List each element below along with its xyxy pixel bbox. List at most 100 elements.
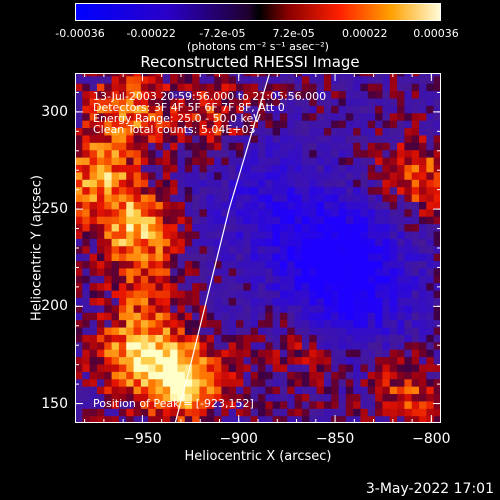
heatmap-cell — [133, 75, 142, 84]
heatmap-cell — [162, 179, 171, 188]
heatmap-cell — [75, 260, 83, 269]
heatmap-cell — [338, 238, 347, 247]
heatmap-cell — [170, 193, 179, 202]
heatmap-cell — [228, 120, 237, 129]
heatmap-cell — [192, 408, 201, 417]
heatmap-cell — [419, 415, 427, 423]
y-tick-label: 200 — [41, 298, 68, 315]
heatmap-cell — [338, 223, 347, 232]
heatmap-cell — [389, 75, 398, 84]
heatmap-cell — [265, 120, 274, 129]
heatmap-cell — [155, 134, 164, 143]
heatmap-cell — [367, 230, 376, 239]
heatmap-cell — [265, 230, 274, 239]
heatmap-cell — [118, 393, 127, 402]
heatmap-cell — [323, 73, 332, 77]
heatmap-cell — [214, 400, 222, 409]
heatmap-cell — [301, 326, 310, 335]
heatmap-cell — [148, 319, 157, 328]
heatmap-cell — [345, 112, 354, 121]
heatmap-cell — [243, 75, 252, 84]
heatmap-cell — [279, 312, 288, 321]
heatmap-cell — [316, 319, 325, 328]
heatmap-cell — [294, 297, 303, 306]
heatmap-cell — [96, 149, 105, 158]
heatmap-cell — [214, 341, 222, 350]
heatmap-cell — [411, 90, 420, 99]
heatmap-cell — [389, 134, 398, 143]
heatmap-cell — [404, 120, 413, 129]
heatmap-cell — [199, 253, 208, 262]
heatmap-cell — [272, 245, 281, 254]
heatmap-cell — [301, 216, 310, 225]
heatmap-cell — [148, 193, 157, 202]
heatmap-cell — [148, 238, 157, 247]
heatmap-cell — [287, 326, 296, 335]
heatmap-cell — [279, 90, 288, 99]
heatmap-cell — [118, 142, 127, 151]
heatmap-cell — [155, 260, 164, 269]
heatmap-cell — [111, 216, 120, 225]
heatmap-cell — [133, 304, 142, 313]
heatmap-cell — [96, 326, 105, 335]
heatmap-cell — [301, 193, 310, 202]
heatmap-cell — [323, 297, 332, 306]
heatmap-cell — [228, 149, 237, 158]
heatmap-cell — [397, 297, 405, 306]
heatmap-cell — [338, 275, 347, 284]
x-tick-label: −950 — [123, 431, 162, 447]
heatmap-cell — [375, 282, 384, 291]
heatmap-cell — [258, 186, 266, 195]
heatmap-cell — [331, 90, 340, 99]
heatmap-cell — [404, 164, 413, 173]
heatmap-cell — [367, 312, 376, 321]
heatmap-cell — [177, 312, 186, 321]
heatmap-cell — [192, 193, 201, 202]
heatmap-cell — [228, 73, 237, 77]
heatmap-cell — [426, 157, 435, 165]
heatmap-cell — [133, 312, 142, 321]
heatmap-cell — [345, 216, 354, 225]
heatmap-cell — [89, 275, 98, 284]
heatmap-cell — [214, 312, 222, 321]
heatmap-cell — [382, 75, 391, 84]
heatmap-cell — [301, 393, 310, 402]
heatmap-cell — [382, 97, 391, 106]
heatmap-cell — [111, 415, 120, 423]
heatmap-cell — [170, 164, 179, 173]
colorbar-tick-label: -7.2e-05 — [199, 27, 246, 40]
heatmap-cell — [250, 97, 259, 106]
heatmap-cell — [411, 312, 420, 321]
heatmap-cell — [126, 127, 135, 136]
heatmap-cell — [184, 149, 193, 158]
heatmap-cell — [214, 319, 222, 328]
heatmap-cell — [345, 186, 354, 195]
heatmap-cell — [184, 415, 193, 423]
heatmap-cell — [155, 179, 164, 188]
heatmap-cell — [82, 97, 91, 106]
heatmap-cell — [162, 415, 171, 423]
heatmap-cell — [192, 245, 201, 254]
heatmap-cell — [426, 349, 435, 358]
heatmap-cell — [265, 245, 274, 254]
heatmap-cell — [89, 142, 98, 151]
heatmap-cell — [75, 97, 83, 106]
heatmap-cell — [309, 216, 318, 225]
heatmap-cell — [360, 386, 369, 395]
heatmap-cell — [243, 171, 252, 180]
heatmap-cell — [155, 290, 164, 298]
heatmap-cell — [397, 142, 405, 151]
heatmap-cell — [140, 304, 149, 313]
heatmap-cell — [258, 334, 266, 343]
heatmap-cell — [155, 253, 164, 262]
heatmap-cell — [338, 127, 347, 136]
heatmap-cell — [140, 112, 149, 121]
heatmap-cell — [118, 112, 127, 121]
heatmap-cell — [353, 378, 362, 387]
heatmap-cell — [404, 142, 413, 151]
heatmap-cell — [243, 319, 252, 328]
heatmap-cell — [397, 415, 405, 423]
heatmap-cell — [258, 179, 266, 188]
heatmap-cell — [89, 164, 98, 173]
heatmap-cell — [104, 201, 113, 210]
